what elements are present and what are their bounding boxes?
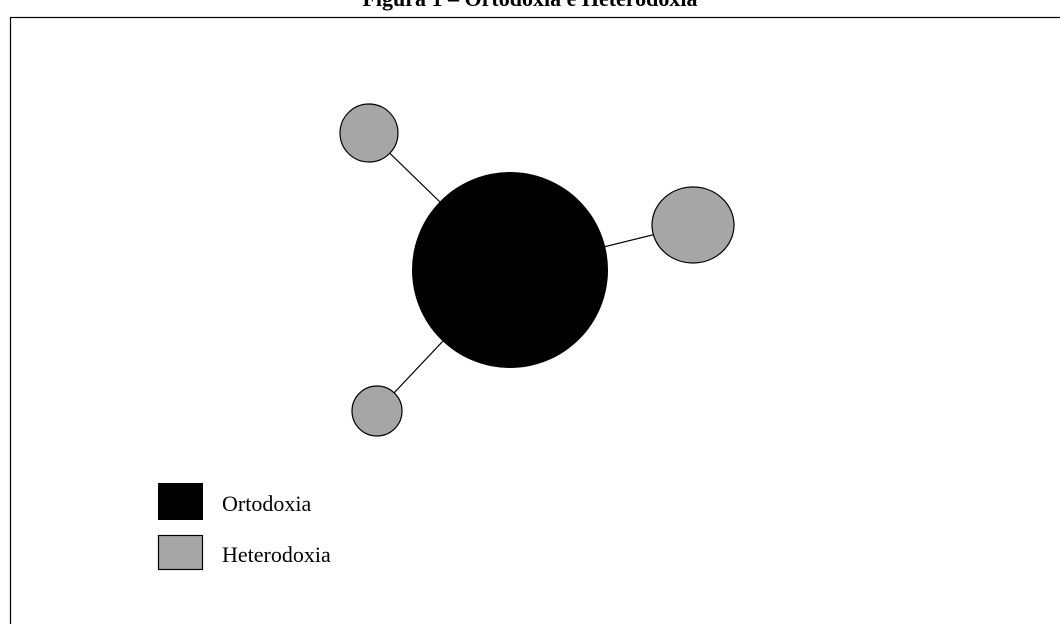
heterodoxy-node bbox=[351, 385, 403, 437]
figure-title: Figura 1 – Ortodoxia e Heterodoxia bbox=[362, 0, 697, 11]
legend-label: Heterodoxia bbox=[222, 542, 331, 567]
heterodoxy-node bbox=[339, 103, 399, 163]
legend-swatch bbox=[157, 534, 204, 571]
legend-swatch bbox=[158, 483, 203, 520]
orthodoxy-node bbox=[412, 172, 608, 368]
frame bbox=[9, 16, 1060, 624]
heterodoxy-node bbox=[651, 186, 735, 264]
legend-label: Ortodoxia bbox=[222, 491, 311, 516]
